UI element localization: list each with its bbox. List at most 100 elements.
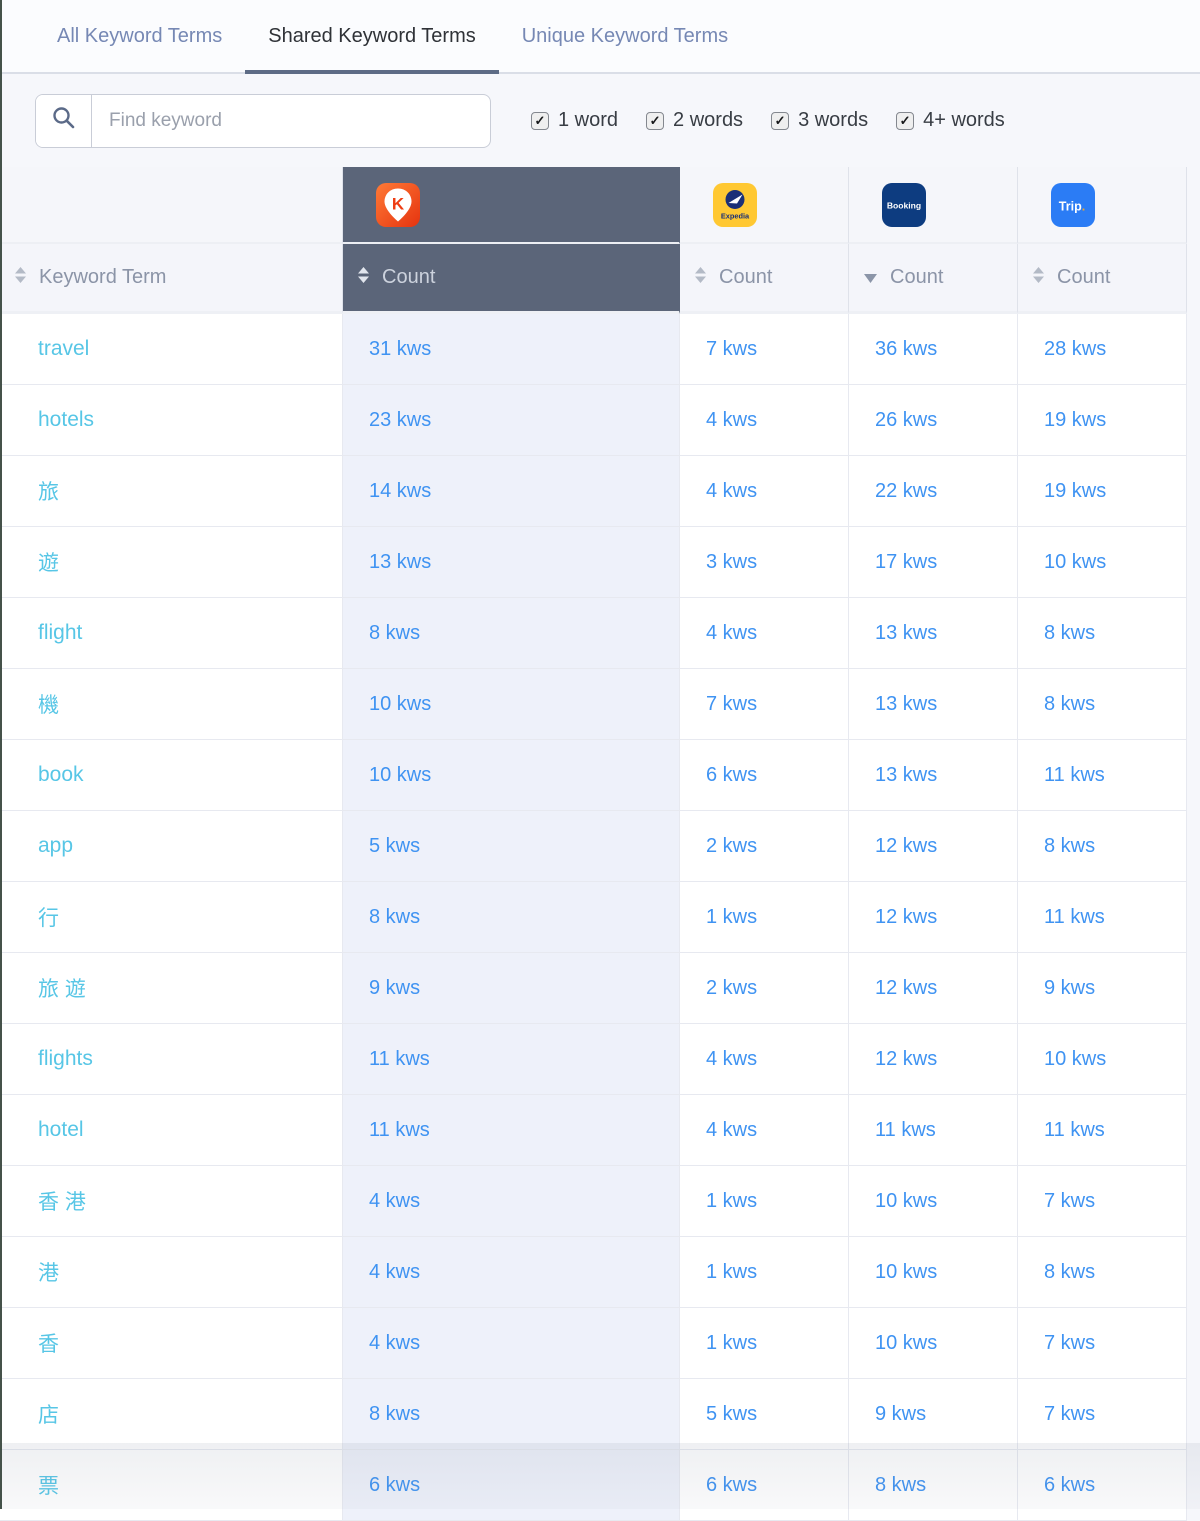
count-booking[interactable]: 10 kws (849, 1166, 1018, 1237)
count-kayak[interactable]: 9 kws (343, 953, 680, 1024)
count-kayak[interactable]: 5 kws (343, 811, 680, 882)
sort-icon[interactable] (1033, 266, 1044, 289)
count-kayak[interactable]: 8 kws (343, 1379, 680, 1450)
count-kayak[interactable]: 10 kws (343, 740, 680, 811)
keyword-term-link[interactable]: hotels (0, 385, 343, 456)
keyword-term-link[interactable]: book (0, 740, 343, 811)
count-trip[interactable]: 7 kws (1018, 1308, 1187, 1379)
checkbox-icon[interactable]: ✓ (646, 111, 665, 130)
count-booking[interactable]: 13 kws (849, 669, 1018, 740)
keyword-term-link[interactable]: hotel (0, 1095, 343, 1166)
tab-all-keyword-terms[interactable]: All Keyword Terms (57, 24, 223, 47)
count-booking[interactable]: 12 kws (849, 953, 1018, 1024)
count-trip[interactable]: 8 kws (1018, 669, 1187, 740)
count-booking[interactable]: 12 kws (849, 811, 1018, 882)
keyword-term-link[interactable]: 香 港 (0, 1166, 343, 1237)
count-kayak[interactable]: 11 kws (343, 1095, 680, 1166)
keyword-term-link[interactable]: flight (0, 598, 343, 669)
keyword-term-link[interactable]: 港 (0, 1237, 343, 1308)
keyword-term-link[interactable]: 機 (0, 669, 343, 740)
app-column-kayak[interactable]: K (343, 167, 680, 244)
keyword-term-link[interactable]: 票 (0, 1450, 343, 1521)
tab-shared-keyword-terms[interactable]: Shared Keyword Terms (245, 0, 499, 74)
count-kayak[interactable]: 4 kws (343, 1237, 680, 1308)
count-kayak[interactable]: 13 kws (343, 527, 680, 598)
count-trip[interactable]: 6 kws (1018, 1450, 1187, 1521)
app-column-expedia[interactable]: Expedia (680, 167, 849, 244)
count-kayak[interactable]: 4 kws (343, 1308, 680, 1379)
count-booking[interactable]: 8 kws (849, 1450, 1018, 1521)
count-expedia[interactable]: 6 kws (680, 740, 849, 811)
count-kayak[interactable]: 23 kws (343, 385, 680, 456)
count-trip[interactable]: 7 kws (1018, 1379, 1187, 1450)
filter-4plus-words[interactable]: ✓ 4+ words (896, 109, 1005, 132)
count-trip[interactable]: 9 kws (1018, 953, 1187, 1024)
count-kayak[interactable]: 11 kws (343, 1024, 680, 1095)
count-trip[interactable]: 11 kws (1018, 1095, 1187, 1166)
count-expedia[interactable]: 7 kws (680, 314, 849, 385)
count-expedia[interactable]: 4 kws (680, 456, 849, 527)
count-trip[interactable]: 28 kws (1018, 314, 1187, 385)
count-kayak[interactable]: 4 kws (343, 1166, 680, 1237)
count-expedia[interactable]: 1 kws (680, 1166, 849, 1237)
count-trip[interactable]: 19 kws (1018, 456, 1187, 527)
count-booking[interactable]: 11 kws (849, 1095, 1018, 1166)
keyword-term-link[interactable]: travel (0, 314, 343, 385)
count-booking[interactable]: 22 kws (849, 456, 1018, 527)
header-keyword-term[interactable]: Keyword Term (0, 244, 343, 314)
count-trip[interactable]: 8 kws (1018, 811, 1187, 882)
count-expedia[interactable]: 2 kws (680, 811, 849, 882)
checkbox-icon[interactable]: ✓ (896, 111, 915, 130)
checkbox-icon[interactable]: ✓ (771, 111, 790, 130)
search-input[interactable] (92, 94, 490, 147)
sort-icon[interactable] (358, 266, 369, 289)
app-column-trip[interactable]: Trip. (1018, 167, 1187, 244)
sort-icon[interactable] (695, 266, 706, 289)
header-count-booking[interactable]: Count (849, 244, 1018, 314)
keyword-term-link[interactable]: flights (0, 1024, 343, 1095)
count-booking[interactable]: 9 kws (849, 1379, 1018, 1450)
sort-icon[interactable] (15, 266, 26, 289)
header-count-expedia[interactable]: Count (680, 244, 849, 314)
search-button[interactable] (36, 94, 92, 147)
keyword-term-link[interactable]: 店 (0, 1379, 343, 1450)
count-expedia[interactable]: 6 kws (680, 1450, 849, 1521)
count-kayak[interactable]: 10 kws (343, 669, 680, 740)
filter-1-word[interactable]: ✓ 1 word (531, 109, 618, 132)
filter-2-words[interactable]: ✓ 2 words (646, 109, 743, 132)
tab-unique-keyword-terms[interactable]: Unique Keyword Terms (521, 24, 729, 47)
keyword-term-link[interactable]: 旅 (0, 456, 343, 527)
sort-desc-icon[interactable] (864, 266, 877, 289)
count-trip[interactable]: 8 kws (1018, 1237, 1187, 1308)
count-booking[interactable]: 13 kws (849, 740, 1018, 811)
header-count-kayak[interactable]: Count (343, 244, 680, 314)
count-expedia[interactable]: 4 kws (680, 385, 849, 456)
count-expedia[interactable]: 1 kws (680, 1237, 849, 1308)
keyword-term-link[interactable]: 遊 (0, 527, 343, 598)
header-count-trip[interactable]: Count (1018, 244, 1187, 314)
count-trip[interactable]: 11 kws (1018, 740, 1187, 811)
keyword-term-link[interactable]: 行 (0, 882, 343, 953)
count-trip[interactable]: 8 kws (1018, 598, 1187, 669)
count-booking[interactable]: 10 kws (849, 1237, 1018, 1308)
count-kayak[interactable]: 6 kws (343, 1450, 680, 1521)
count-trip[interactable]: 19 kws (1018, 385, 1187, 456)
count-kayak[interactable]: 31 kws (343, 314, 680, 385)
count-trip[interactable]: 10 kws (1018, 1024, 1187, 1095)
count-booking[interactable]: 12 kws (849, 1024, 1018, 1095)
keyword-term-link[interactable]: 香 (0, 1308, 343, 1379)
count-trip[interactable]: 11 kws (1018, 882, 1187, 953)
count-expedia[interactable]: 4 kws (680, 1095, 849, 1166)
keyword-term-link[interactable]: 旅 遊 (0, 953, 343, 1024)
count-booking[interactable]: 17 kws (849, 527, 1018, 598)
checkbox-icon[interactable]: ✓ (531, 111, 549, 130)
keyword-term-link[interactable]: app (0, 811, 343, 882)
count-booking[interactable]: 10 kws (849, 1308, 1018, 1379)
count-kayak[interactable]: 8 kws (343, 882, 680, 953)
filter-3-words[interactable]: ✓ 3 words (771, 109, 868, 132)
count-booking[interactable]: 26 kws (849, 385, 1018, 456)
count-kayak[interactable]: 14 kws (343, 456, 680, 527)
count-expedia[interactable]: 1 kws (680, 1308, 849, 1379)
count-expedia[interactable]: 4 kws (680, 598, 849, 669)
count-expedia[interactable]: 5 kws (680, 1379, 849, 1450)
